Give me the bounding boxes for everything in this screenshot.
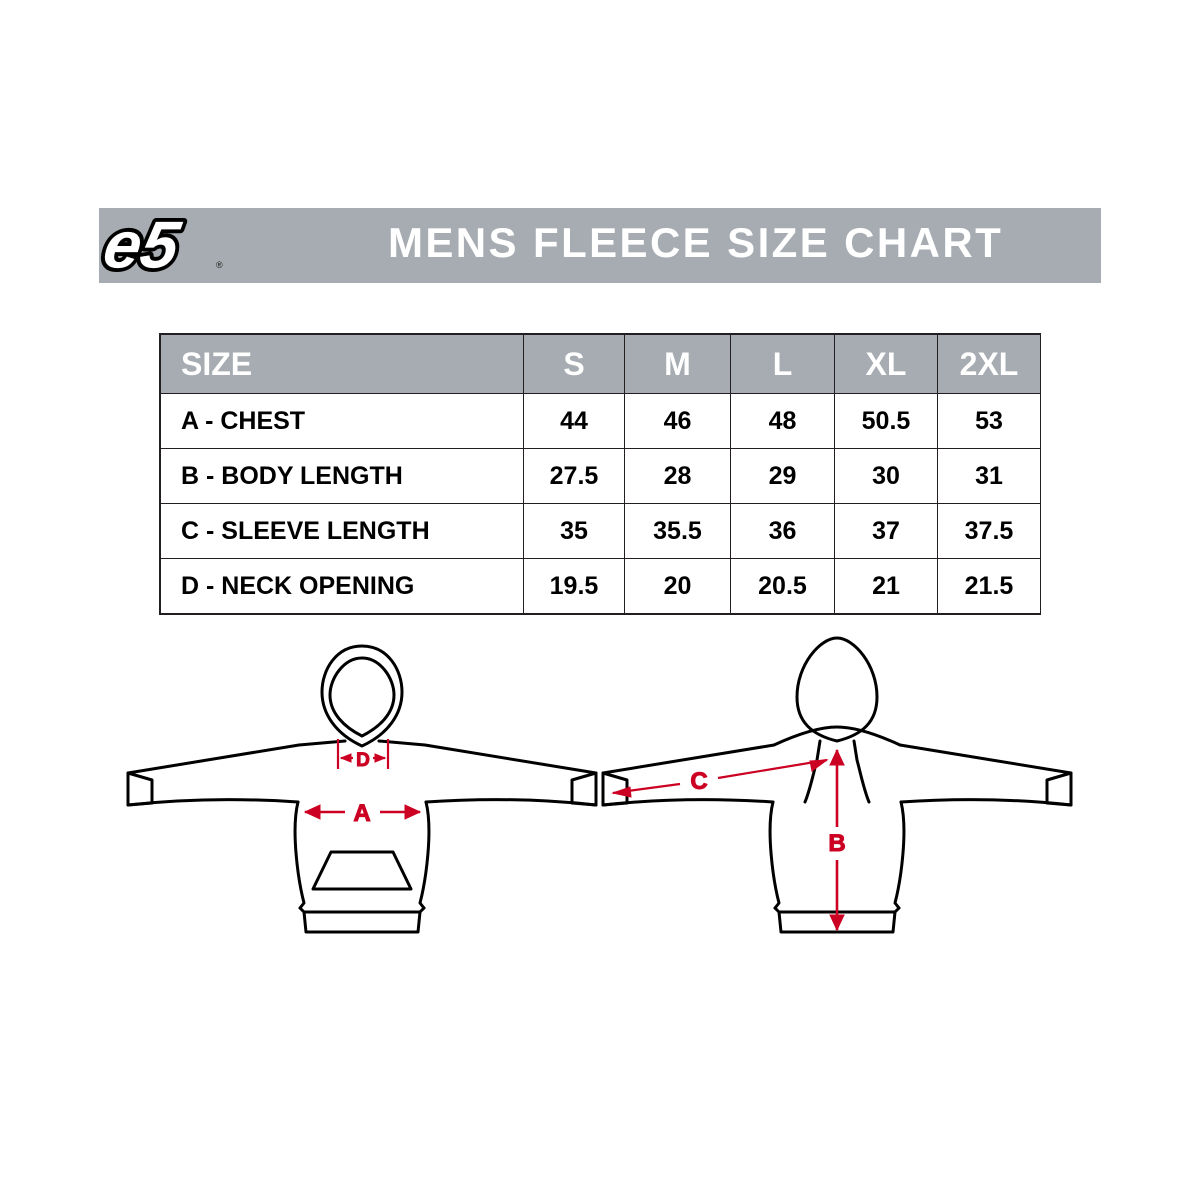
- svg-text:A: A: [353, 800, 370, 827]
- svg-text:B: B: [828, 830, 845, 857]
- svg-text:D: D: [356, 750, 370, 771]
- svg-text:C: C: [690, 768, 707, 795]
